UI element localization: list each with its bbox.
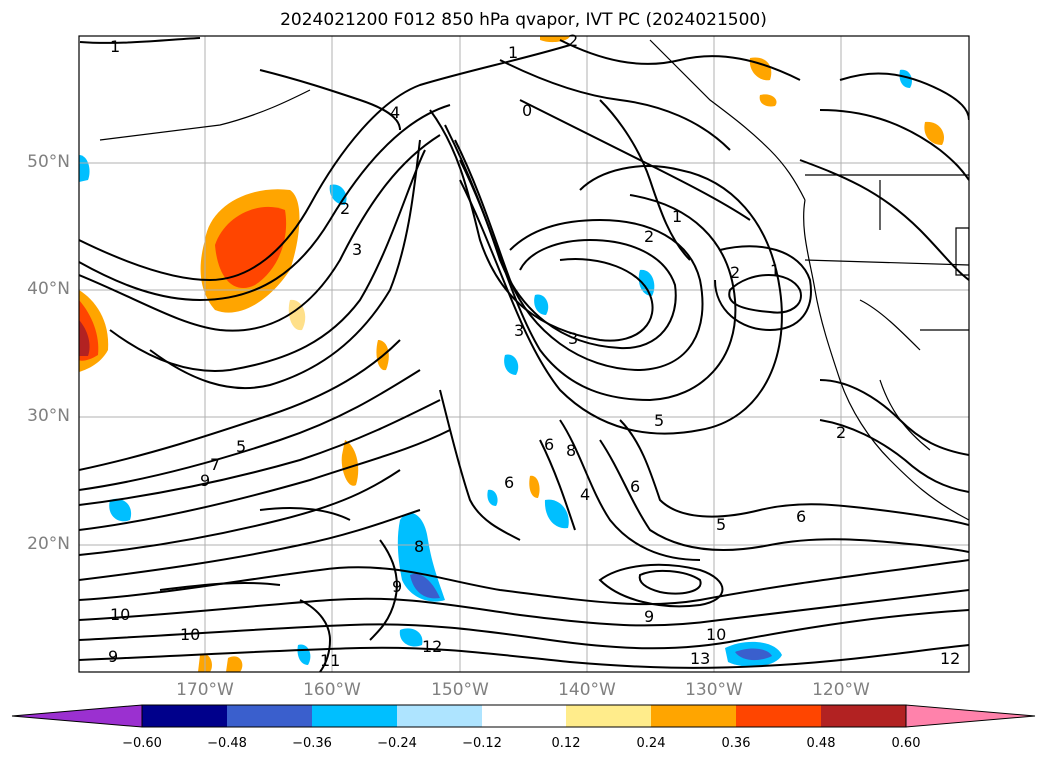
colorbar-tick: −0.36 bbox=[292, 736, 332, 751]
colorbar-tick: −0.12 bbox=[462, 736, 502, 751]
colorbar-tick: −0.48 bbox=[207, 736, 247, 751]
contour-value-labels: 1 2 4 0 1 3 2 1 3 2 3 5 6 6 7 8 9 9 10 1… bbox=[108, 31, 960, 670]
contour-label: 3 bbox=[352, 240, 362, 259]
anomaly-positive-small bbox=[924, 121, 945, 145]
contour-label: 0 bbox=[522, 101, 532, 120]
anomaly-positive-core bbox=[215, 206, 287, 289]
contour-label: 2 bbox=[568, 31, 578, 50]
colorbar bbox=[11, 704, 1036, 728]
contour-label: 2 bbox=[730, 263, 740, 282]
contour-label: 3 bbox=[568, 329, 578, 348]
contour-label: 1 bbox=[770, 261, 780, 280]
anomaly-strong-edge bbox=[79, 320, 90, 356]
anomaly-negative-small bbox=[487, 489, 498, 506]
anomaly-negative-small bbox=[544, 499, 569, 529]
contour-label: 6 bbox=[796, 507, 806, 526]
colorbar-bin bbox=[227, 705, 312, 727]
anomaly-negative-small bbox=[638, 269, 655, 296]
contour-label: 8 bbox=[414, 537, 424, 556]
anomaly-negative-small bbox=[899, 69, 912, 88]
colorbar-bin bbox=[397, 705, 482, 727]
colorbar-tick: −0.24 bbox=[377, 736, 417, 751]
contour-label: 12 bbox=[940, 649, 960, 668]
map-frame bbox=[78, 35, 970, 673]
shaded-regions bbox=[79, 36, 945, 672]
contour-label: 10 bbox=[706, 625, 726, 644]
lat-label-40n: 40°N bbox=[27, 279, 70, 299]
contour-label: 4 bbox=[580, 485, 590, 504]
contour-label: 1 bbox=[672, 207, 682, 226]
lon-label-170w: 170°W bbox=[176, 680, 234, 700]
anomaly-positive-small bbox=[529, 475, 540, 498]
colorbar-tick: −0.60 bbox=[122, 736, 162, 751]
contour-label: 1 bbox=[110, 37, 120, 56]
contour-label: 5 bbox=[716, 515, 726, 534]
anomaly-positive-small bbox=[226, 656, 243, 672]
colorbar-tick: 0.24 bbox=[636, 736, 666, 751]
anomaly-negative-small bbox=[79, 155, 90, 182]
anomaly-negative-small bbox=[109, 498, 132, 522]
colorbar-tick: 0.60 bbox=[891, 736, 921, 751]
contour-label: 5 bbox=[654, 411, 664, 430]
contour-label: 10 bbox=[110, 605, 130, 624]
contour-label: 12 bbox=[422, 637, 442, 656]
contour-label: 2 bbox=[644, 227, 654, 246]
anomaly-positive-small bbox=[341, 440, 359, 486]
coastlines bbox=[99, 39, 969, 521]
contour-label: 5 bbox=[236, 437, 246, 456]
contour-label: 9 bbox=[644, 607, 654, 626]
colorbar-extend-low bbox=[11, 704, 143, 728]
anomaly-negative-core bbox=[735, 648, 772, 661]
contour-lines bbox=[79, 37, 969, 672]
contour-label: 6 bbox=[504, 473, 514, 492]
contour-label: 10 bbox=[180, 625, 200, 644]
contour-label: 11 bbox=[320, 651, 340, 670]
anomaly-negative-small bbox=[504, 354, 519, 375]
colorbar-bin bbox=[312, 705, 397, 727]
colorbar-frame bbox=[141, 704, 907, 728]
colorbar-bin bbox=[821, 705, 906, 727]
colorbar-bin bbox=[651, 705, 736, 727]
contour-label: 9 bbox=[392, 577, 402, 596]
contour-label: 4 bbox=[390, 103, 400, 122]
colorbar-tick: 0.12 bbox=[551, 736, 581, 751]
lon-label-140w: 140°W bbox=[558, 680, 616, 700]
colorbar-bin bbox=[736, 705, 821, 727]
lon-label-130w: 130°W bbox=[685, 680, 743, 700]
lon-label-160w: 160°W bbox=[303, 680, 361, 700]
contour-label: 6 bbox=[630, 477, 640, 496]
contour-label: 9 bbox=[108, 647, 118, 666]
colorbar-tick: 0.36 bbox=[721, 736, 751, 751]
lon-label-150w: 150°W bbox=[431, 680, 489, 700]
contour-label: 6 bbox=[544, 435, 554, 454]
contour-label: 3 bbox=[514, 321, 524, 340]
lon-label-120w: 120°W bbox=[812, 680, 870, 700]
contour-label: 2 bbox=[340, 199, 350, 218]
colorbar-extend-high bbox=[905, 704, 1036, 728]
anomaly-negative-region bbox=[397, 512, 445, 602]
colorbar-tick: 0.48 bbox=[806, 736, 836, 751]
lat-label-50n: 50°N bbox=[27, 152, 70, 172]
anomaly-negative-small bbox=[399, 628, 423, 647]
lat-label-20n: 20°N bbox=[27, 534, 70, 554]
contour-label: 13 bbox=[690, 649, 710, 668]
map-plot-area bbox=[79, 36, 969, 672]
contour-label: 8 bbox=[566, 441, 576, 460]
anomaly-positive-small bbox=[759, 94, 777, 107]
map-title: 2024021200 F012 850 hPa qvapor, IVT PC (… bbox=[280, 10, 767, 30]
lat-label-30n: 30°N bbox=[27, 406, 70, 426]
anomaly-negative-core bbox=[410, 573, 440, 599]
contour-label: 1 bbox=[508, 43, 518, 62]
colorbar-bin bbox=[482, 705, 566, 727]
contour-label: 7 bbox=[210, 455, 220, 474]
contour-label: 9 bbox=[200, 471, 210, 490]
gridlines bbox=[79, 36, 969, 672]
colorbar-bin bbox=[142, 705, 227, 727]
anomaly-negative-small bbox=[534, 294, 549, 315]
contour-label: 2 bbox=[836, 423, 846, 442]
colorbar-bin bbox=[566, 705, 651, 727]
